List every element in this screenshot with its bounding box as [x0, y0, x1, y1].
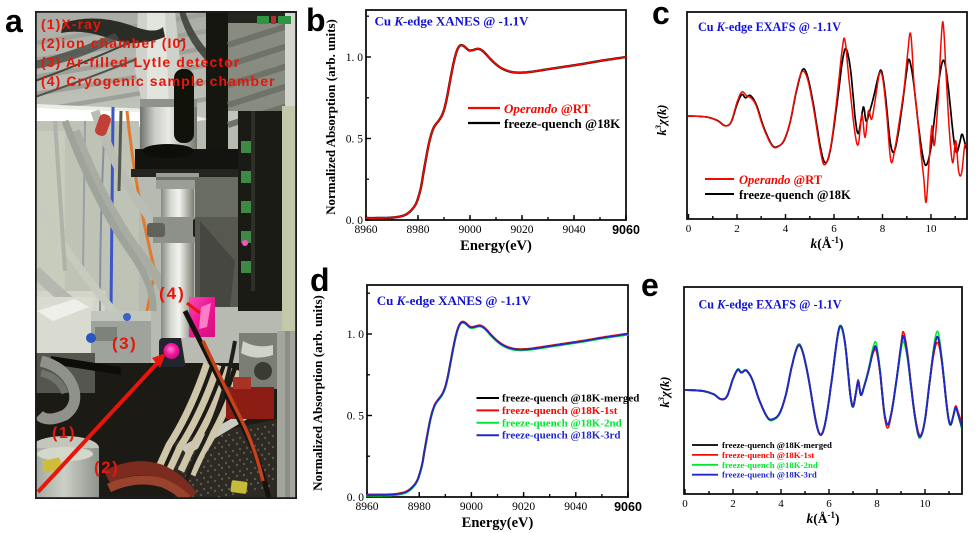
svg-text:8980: 8980 [407, 224, 430, 236]
svg-text:0. 5: 0. 5 [346, 134, 364, 146]
svg-text:freeze-quench @18K-merged: freeze-quench @18K-merged [502, 393, 639, 405]
svg-text:0: 0 [686, 223, 692, 235]
svg-text:freeze-quench @18K-2nd: freeze-quench @18K-2nd [722, 460, 818, 470]
svg-text:Operando @RT: Operando @RT [739, 173, 823, 187]
svg-text:freeze-quench @18K-merged: freeze-quench @18K-merged [722, 440, 832, 450]
svg-text:Normalized Absorption (arb. un: Normalized Absorption (arb. units) [310, 295, 325, 491]
svg-text:4: 4 [783, 223, 789, 235]
svg-text:0. 5: 0. 5 [347, 411, 365, 423]
svg-text:2: 2 [730, 498, 736, 510]
svg-text:10: 10 [920, 498, 932, 510]
svg-text:k3χ(k): k3χ(k) [653, 105, 669, 136]
svg-text:k(Å-1): k(Å-1) [811, 235, 844, 251]
svg-text:8960: 8960 [356, 501, 379, 513]
svg-text:Operando @RT: Operando @RT [504, 101, 591, 116]
svg-text:Cu K-edge XANES @ -1.1V: Cu K-edge XANES @ -1.1V [377, 293, 532, 308]
svg-text:freeze-quench @18K-2nd: freeze-quench @18K-2nd [502, 417, 622, 429]
svg-text:4: 4 [778, 498, 784, 510]
svg-text:1. 0: 1. 0 [346, 52, 364, 64]
svg-text:8: 8 [874, 498, 880, 510]
svg-text:8960: 8960 [355, 224, 378, 236]
svg-text:1. 0: 1. 0 [347, 329, 365, 341]
svg-text:6: 6 [831, 223, 837, 235]
svg-text:8980: 8980 [408, 501, 431, 513]
svg-text:9000: 9000 [459, 224, 482, 236]
svg-text:9060: 9060 [612, 223, 640, 237]
svg-text:Energy(eV): Energy(eV) [460, 238, 532, 254]
svg-text:8: 8 [880, 223, 886, 235]
svg-text:9040: 9040 [564, 501, 587, 513]
svg-text:9060: 9060 [614, 500, 642, 514]
svg-text:0: 0 [682, 498, 688, 510]
svg-text:0. 0: 0. 0 [346, 215, 364, 227]
svg-text:Cu K-edge EXAFS @ -1.1V: Cu K-edge EXAFS @ -1.1V [698, 20, 841, 34]
svg-text:Cu K-edge XANES @ -1.1V: Cu K-edge XANES @ -1.1V [375, 14, 530, 29]
svg-text:freeze-quench @18K-1st: freeze-quench @18K-1st [722, 450, 814, 460]
svg-text:Energy(eV): Energy(eV) [462, 515, 534, 531]
svg-text:9040: 9040 [563, 224, 586, 236]
svg-text:freeze-quench @18K: freeze-quench @18K [504, 116, 621, 131]
svg-text:freeze-quench @18K: freeze-quench @18K [739, 188, 851, 202]
svg-text:10: 10 [926, 223, 938, 235]
svg-text:freeze-quench @18K-3rd: freeze-quench @18K-3rd [502, 430, 620, 442]
svg-text:k(Å-1): k(Å-1) [807, 510, 840, 526]
svg-text:9020: 9020 [512, 501, 535, 513]
svg-text:k3χ(k): k3χ(k) [656, 377, 672, 408]
svg-text:freeze-quench @18K-3rd: freeze-quench @18K-3rd [722, 470, 817, 480]
svg-text:0. 0: 0. 0 [347, 492, 365, 504]
svg-text:9020: 9020 [511, 224, 534, 236]
svg-text:Cu K-edge EXAFS @ -1.1V: Cu K-edge EXAFS @ -1.1V [699, 298, 842, 312]
svg-text:Normalized Absorption (arb. un: Normalized Absorption (arb. units) [323, 19, 338, 215]
svg-text:6: 6 [826, 498, 832, 510]
svg-text:9000: 9000 [460, 501, 483, 513]
svg-text:freeze-quench @18K-1st: freeze-quench @18K-1st [502, 405, 618, 417]
svg-text:2: 2 [734, 223, 740, 235]
